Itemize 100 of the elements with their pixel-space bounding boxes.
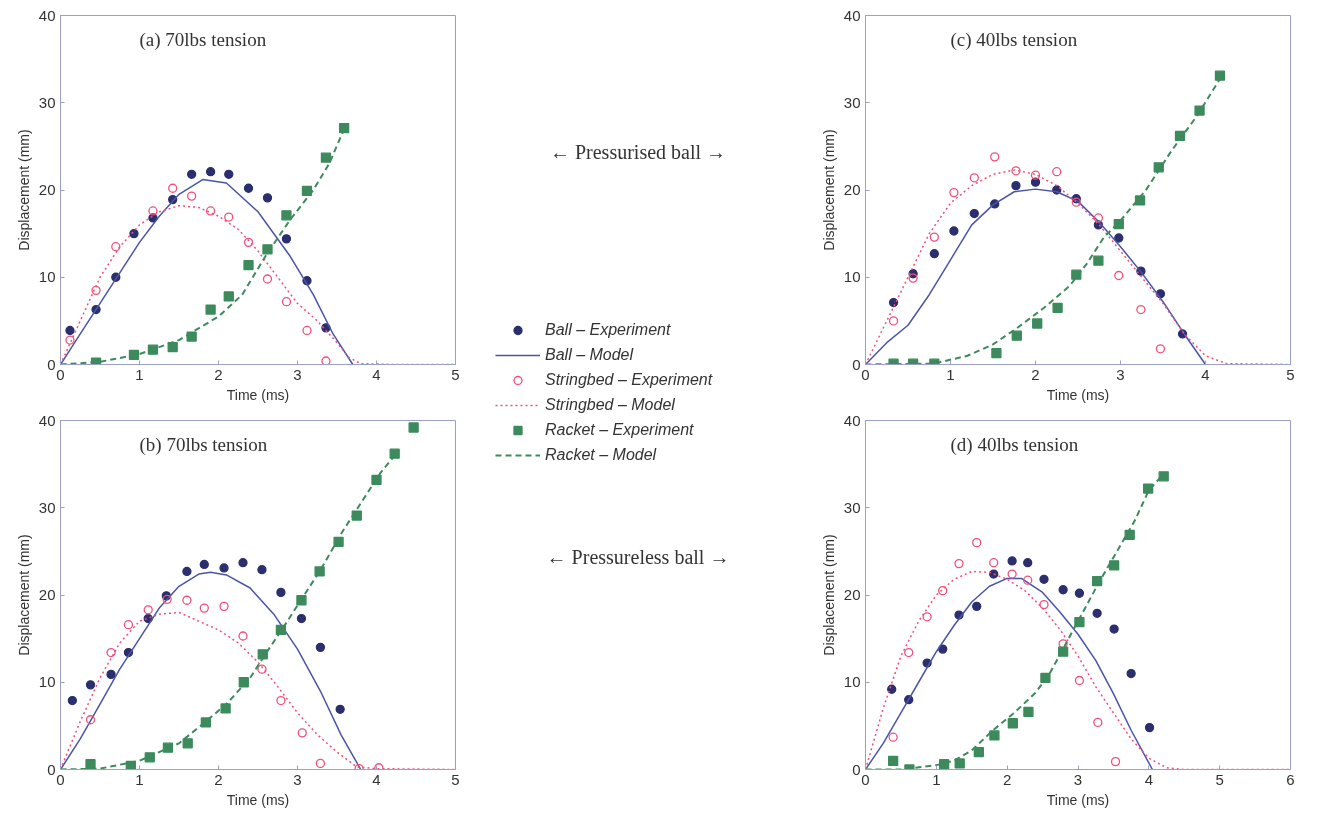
y-tick-label: 30 [843, 498, 861, 516]
y-tick-label: 20 [843, 181, 861, 198]
point [1007, 569, 1017, 579]
text: ← Pressureless ball → [546, 545, 730, 568]
point [238, 558, 248, 568]
point [297, 728, 307, 738]
x-tick-label: 1 [135, 770, 144, 788]
point [276, 587, 286, 598]
y-tick-label: 10 [843, 268, 861, 286]
point [1093, 255, 1104, 266]
point [1032, 318, 1043, 329]
x-tick-label: 2 [214, 770, 223, 788]
point [186, 169, 197, 179]
y-tick-label: 20 [38, 586, 56, 603]
point [1052, 302, 1063, 313]
point [106, 647, 116, 658]
x-tick-label: 2 [1031, 365, 1040, 383]
point [1011, 166, 1021, 176]
point [335, 704, 345, 714]
legend-label: Stringbed – Experiment [545, 371, 713, 389]
point [1011, 330, 1022, 341]
line-series [865, 577, 1154, 770]
point [1007, 556, 1017, 566]
x-tick-label: 4 [1201, 365, 1210, 383]
legend-label: Ball – Model [545, 346, 634, 364]
point [1194, 105, 1205, 116]
point [205, 206, 216, 216]
point [1030, 170, 1041, 180]
legend-label: Racket – Experiment [545, 421, 694, 439]
x-tick-label: 1 [946, 365, 955, 383]
legend-label: Stringbed – Model [545, 396, 675, 414]
point [205, 167, 216, 177]
y-tick-label: 30 [38, 498, 56, 516]
point [1071, 269, 1082, 280]
point [205, 304, 216, 315]
x-tick-label: 4 [1144, 770, 1154, 788]
point [106, 669, 116, 680]
point [1108, 560, 1120, 571]
point [887, 755, 899, 766]
point [223, 291, 234, 302]
point [1142, 483, 1154, 494]
point [314, 566, 325, 577]
y-tick-label: 40 [843, 411, 861, 429]
point [954, 758, 965, 769]
point [1114, 270, 1124, 281]
point [938, 644, 948, 654]
point [949, 226, 959, 236]
point [1114, 233, 1124, 243]
point [219, 601, 229, 611]
point [243, 259, 254, 271]
point [143, 605, 153, 615]
text: ← Pressurised ball → [549, 140, 727, 163]
point [374, 763, 384, 770]
point [972, 601, 982, 611]
point [186, 331, 197, 342]
point [904, 647, 914, 658]
x-tick-label: 5 [451, 365, 460, 383]
point [199, 603, 209, 613]
point [85, 759, 96, 770]
point [123, 620, 134, 630]
point [1052, 167, 1062, 177]
y-tick-label: 20 [38, 181, 56, 198]
point [238, 631, 248, 641]
point [1074, 675, 1085, 686]
point [65, 335, 75, 345]
x-tick-label: 5 [451, 770, 460, 788]
point [91, 285, 101, 295]
point [1040, 672, 1051, 684]
y-tick-label: 40 [38, 6, 56, 24]
y-axis-title: Displacement (mm) [820, 129, 837, 251]
x-tick-label: 1 [932, 770, 941, 788]
point [408, 422, 419, 433]
point [969, 208, 979, 219]
point [182, 738, 193, 749]
text: (a) 70lbs tension [139, 28, 267, 51]
x-tick-label: 5 [1215, 770, 1224, 788]
point [168, 183, 178, 193]
point [1007, 718, 1018, 729]
point [1109, 624, 1119, 634]
point [1039, 599, 1049, 610]
point [1058, 585, 1068, 595]
point [85, 715, 96, 725]
point [969, 173, 979, 183]
y-tick-label: 30 [843, 93, 861, 111]
point [281, 210, 292, 221]
point [1058, 639, 1068, 649]
point [989, 730, 1000, 741]
point [1144, 722, 1155, 733]
point [1136, 304, 1146, 315]
point [1126, 668, 1136, 679]
point [922, 612, 932, 622]
x-axis-title: Time (ms) [1046, 791, 1110, 808]
x-tick-label: 3 [293, 770, 302, 788]
point [1155, 344, 1166, 354]
point [1074, 588, 1085, 598]
point [1092, 608, 1102, 618]
x-tick-label: 3 [293, 365, 302, 383]
point [1134, 195, 1146, 206]
point [949, 187, 959, 198]
point [224, 212, 234, 222]
